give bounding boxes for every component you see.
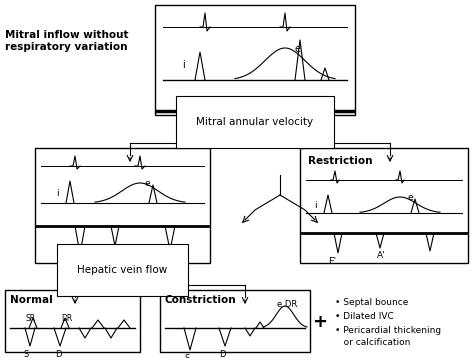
Text: or calcification: or calcification (335, 338, 410, 347)
Text: S: S (23, 350, 28, 358)
Text: SR: SR (26, 314, 36, 323)
Bar (155, 5, 355, 115)
Text: e DR: e DR (277, 300, 297, 309)
Text: i: i (56, 189, 59, 198)
Text: S: S (184, 354, 190, 358)
Text: A': A' (112, 250, 120, 259)
Text: E': E' (328, 257, 336, 266)
Bar (160, 290, 310, 352)
Text: Hepatic vein flow: Hepatic vein flow (77, 265, 168, 275)
Text: A': A' (377, 251, 386, 260)
Bar (300, 148, 468, 263)
Text: D: D (55, 350, 61, 358)
Text: D: D (219, 350, 225, 358)
Text: E': E' (70, 258, 78, 267)
Bar (35, 148, 210, 263)
Text: i: i (314, 201, 317, 210)
Text: e: e (145, 179, 151, 188)
Text: • Pericardial thickening: • Pericardial thickening (335, 326, 441, 335)
Text: e: e (408, 193, 414, 202)
Text: Restriction: Restriction (308, 156, 373, 166)
Text: • Septal bounce: • Septal bounce (335, 298, 409, 307)
Text: +: + (312, 313, 328, 331)
Text: Mitral annular velocity: Mitral annular velocity (196, 117, 314, 127)
Text: • Dilated IVC: • Dilated IVC (335, 312, 394, 321)
Text: e: e (295, 44, 301, 54)
Text: Normal: Normal (10, 295, 53, 305)
Text: i: i (182, 60, 185, 70)
Text: Mitral inflow without
respiratory variation: Mitral inflow without respiratory variat… (5, 30, 128, 52)
Text: DR: DR (61, 314, 73, 323)
Text: Constriction: Constriction (165, 295, 237, 305)
Bar (5, 290, 140, 352)
